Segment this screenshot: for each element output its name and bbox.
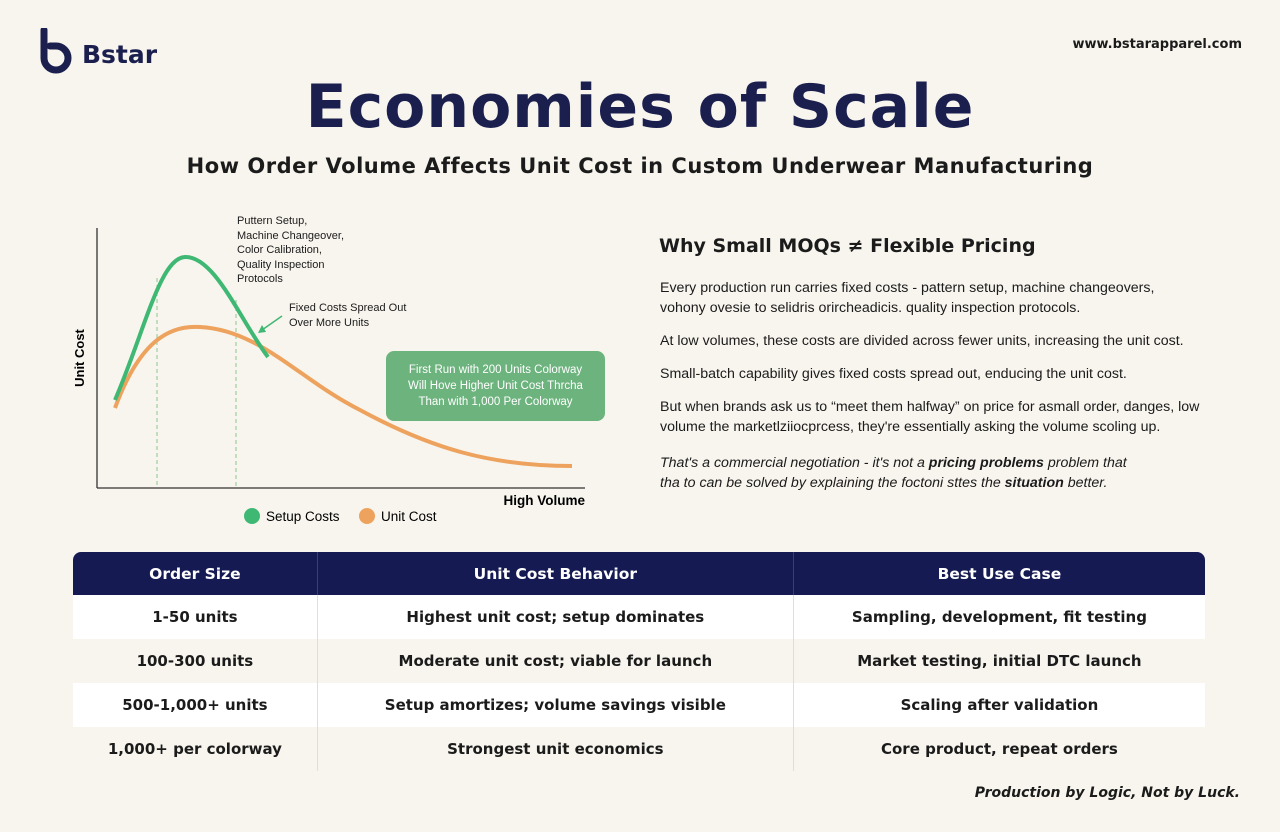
order-table: Order Size Unit Cost Behavior Best Use Cas… [73, 552, 1205, 771]
text-span: better. [1063, 475, 1108, 491]
table-cell: Market testing, initial DTC launch [792, 639, 1205, 683]
text-line: Quality Inspection [237, 258, 325, 271]
article-heading: Why Small MOQs ≠ Flexible Pricing [659, 235, 1036, 257]
paragraph: Small-batch capability gives fixed costs… [660, 364, 1199, 384]
text-line: Over More Units [289, 316, 370, 329]
text-span: problem that [1043, 455, 1127, 471]
text-line: That's a commercial negotiation - it's n… [660, 453, 1199, 473]
emphasis: pricing problems [928, 455, 1044, 471]
text-line: tha to can be solved by explaining the f… [660, 473, 1199, 493]
text-line: Every production run carries fixed costs… [660, 280, 1155, 296]
table-cell: Moderate unit cost; viable for launch [316, 639, 794, 683]
column-header: Order Size [73, 552, 318, 595]
text-span: That's a commercial negotiation - it's n… [660, 455, 929, 471]
text-line: Color Calibration, [237, 244, 322, 256]
table-body: 1-50 units Highest unit cost; setup domin… [73, 595, 1205, 771]
brand: Bstar [82, 40, 158, 69]
table-row: 1,000+ per colorway Strongest unit econom… [73, 727, 1205, 771]
arrow-head [258, 325, 266, 333]
table-cell: 100-300 units [136, 652, 254, 670]
text-line: Protocols [237, 273, 283, 285]
setup-cost-curve [113, 254, 270, 401]
text-line: But when brands ask us to “meet them hal… [660, 399, 1200, 415]
callout: First Run with 200 Units Colorway Will Ho… [386, 351, 605, 421]
table-cell: 500-1,000+ units [73, 683, 318, 727]
text-line: Than with 1,000 Per Colorway [418, 396, 573, 408]
column-header: Unit Cost Behavior [316, 552, 794, 595]
emphasis: situation [1004, 475, 1064, 491]
text-line: Fixed Costs Spread Out [289, 302, 407, 314]
text-line: Machine Changeover, [237, 229, 345, 242]
arrow [261, 315, 283, 331]
text-line: Will Hove Higher Unit Cost Thrcha [408, 380, 583, 392]
tagline: Production by Logic, Not by Luck. [974, 785, 1240, 801]
table-cell: Strongest unit economics [316, 727, 794, 771]
table-cell: 1-50 units [73, 595, 318, 639]
paragraph: But when brands ask us to “meet them hal… [660, 397, 1199, 437]
annotation: Fixed Costs Spread Out Over More Units [289, 301, 406, 330]
paragraph: Every production run carries fixed costs… [660, 278, 1199, 318]
legend-label: Setup Costs [266, 509, 340, 524]
header-row: Order Size Unit Cost Behavior Best Use Cas… [73, 552, 1205, 595]
text-line: vohony ovesie to selidris orircheadicis.… [660, 300, 1081, 316]
cost-diagram: Unit Cost High Volume Setup Costs Unit C… [72, 228, 585, 524]
table-row: 100-300 units Moderate unit cost; viable … [73, 639, 1205, 683]
table-cell: Core product, repeat orders [792, 727, 1205, 771]
text-span: tha to can be solved by explaining the f… [660, 475, 1005, 491]
table-cell: 1,000+ per colorway [107, 740, 282, 758]
article-body: Every production run carries fixed costs… [660, 278, 1199, 493]
paragraph: At low volumes, these costs are divided … [660, 331, 1199, 351]
legend-label: Unit Cost [381, 509, 437, 524]
legend-swatch [244, 508, 260, 524]
table-cell: Scaling after validation [792, 683, 1205, 727]
text-line: First Run with 200 Units Colorway [408, 364, 583, 376]
table-row: 500-1,000+ units Setup amortizes; volume … [73, 683, 1205, 727]
table-cell: Highest unit cost; setup dominates [316, 595, 794, 639]
closing-paragraph: That's a commercial negotiation - it's n… [660, 453, 1199, 493]
text-line: Small-batch capability gives fixed costs… [660, 366, 1127, 382]
y-axis-label: Unit Cost [72, 328, 87, 386]
logo-icon [40, 28, 72, 74]
annotation: Puttern Setup, Machine Changeover, Color C… [237, 214, 344, 287]
text-line: Puttern Setup, [237, 215, 308, 227]
x-axis-label: High Volume [503, 493, 585, 508]
text-line: At low volumes, these costs are divided … [660, 333, 1184, 349]
legend-swatch [359, 508, 375, 524]
url: www.bstarapparel.com [1072, 37, 1242, 52]
table-cell: Sampling, development, fit testing [792, 595, 1205, 639]
unit-cost-curve [113, 324, 573, 468]
table-row: 1-50 units Highest unit cost; setup domin… [73, 595, 1205, 639]
subtitle: How Order Volume Affects Unit Cost in Cu… [186, 154, 1094, 178]
column-header: Best Use Case [792, 552, 1205, 595]
table-cell: Setup amortizes; volume savings visible [316, 683, 794, 727]
text-line: volume the marketlziiocprcess, they're e… [660, 419, 1161, 435]
title: Economies of Scale [305, 72, 975, 142]
